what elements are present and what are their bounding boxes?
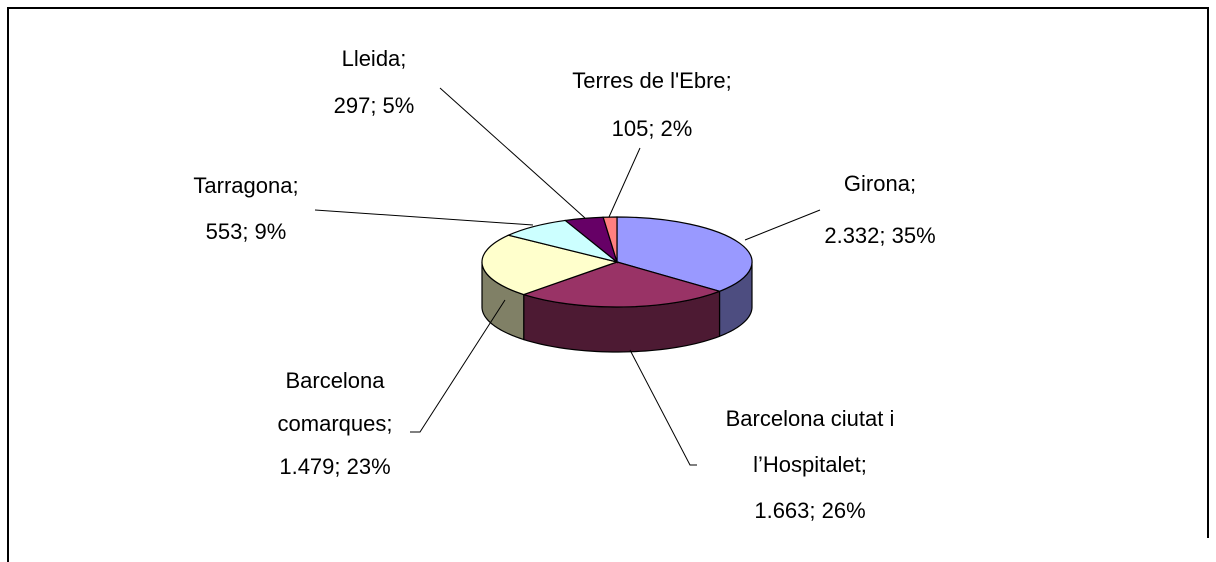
data-labels: Girona; 2.332; 35% Barcelona ciutat i l’Hos… [193, 46, 935, 523]
leader-line [314, 209, 534, 226]
pie-slice [602, 216, 618, 263]
data-label: Girona; [844, 171, 916, 196]
data-label: Barcelona [285, 368, 385, 393]
chart-frame [7, 7, 1209, 562]
pie-tops [481, 216, 753, 308]
data-label: Tarragona; [193, 173, 298, 198]
data-label: 105; 2% [612, 116, 693, 141]
data-label: 1.479; 23% [279, 454, 390, 479]
leader-line [439, 87, 586, 219]
leader-line [410, 299, 506, 433]
pie-slice [481, 234, 620, 296]
data-label: 297; 5% [334, 93, 415, 118]
data-label: Barcelona ciutat i [726, 406, 895, 431]
data-label: Terres de l'Ebre; [572, 68, 732, 93]
leader-line [629, 349, 697, 466]
leader-line [744, 209, 821, 241]
data-label: 2.332; 35% [824, 223, 935, 248]
data-label: Lleida; [342, 46, 407, 71]
pie-slice [521, 261, 722, 308]
leader-line [608, 147, 641, 218]
data-label: 1.663; 26% [754, 498, 865, 523]
data-label: 553; 9% [206, 219, 287, 244]
data-label: l’Hospitalet; [753, 452, 867, 477]
pie-slice [616, 216, 753, 292]
data-label: comarques; [278, 411, 393, 436]
